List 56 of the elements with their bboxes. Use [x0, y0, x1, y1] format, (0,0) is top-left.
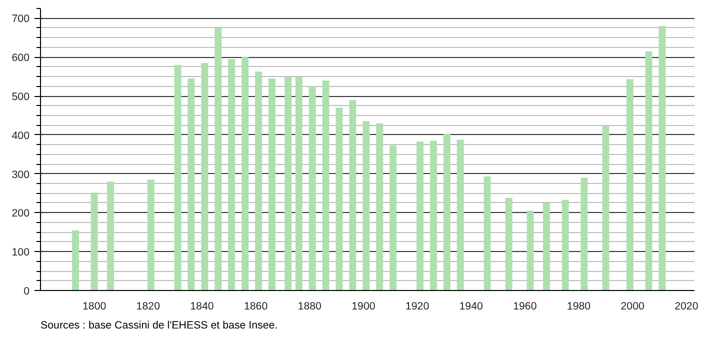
- y-tick-label: 100: [12, 246, 30, 259]
- bar: [284, 76, 292, 290]
- x-tick-label: 1820: [136, 300, 160, 312]
- bar: [308, 86, 316, 290]
- bar: [349, 100, 356, 290]
- x-tick-label: 1960: [513, 300, 537, 312]
- bar: [188, 78, 195, 290]
- x-tick-label: 1840: [190, 300, 214, 312]
- bar: [174, 64, 182, 290]
- bar: [72, 230, 79, 290]
- y-tick-label: 400: [12, 130, 30, 142]
- bar: [390, 145, 397, 290]
- bar: [416, 142, 424, 290]
- y-tick-label: 0: [24, 286, 30, 298]
- y-tick-label: 200: [12, 208, 30, 220]
- bar: [255, 72, 262, 290]
- y-tick-label: 600: [12, 52, 30, 64]
- bar: [336, 108, 343, 290]
- bar: [658, 26, 666, 290]
- bar: [626, 79, 634, 290]
- bar: [106, 182, 114, 290]
- bar: [362, 121, 370, 290]
- bar: [322, 80, 330, 290]
- x-tick-label: 1860: [244, 300, 268, 312]
- x-tick-label: 1900: [352, 300, 376, 312]
- y-tick-label: 700: [12, 13, 30, 26]
- bar: [242, 57, 249, 290]
- bar: [456, 140, 464, 290]
- y-tick-label: 300: [12, 168, 30, 181]
- bar: [542, 202, 550, 290]
- bar: [376, 123, 384, 290]
- x-tick-label: 2020: [674, 300, 698, 312]
- x-tick-label: 1880: [298, 300, 322, 312]
- bar: [505, 198, 512, 290]
- x-tick-label: 1980: [566, 300, 591, 312]
- bar: [580, 178, 588, 290]
- bar: [443, 134, 450, 290]
- x-tick-label: 1940: [459, 300, 484, 312]
- bar: [430, 140, 437, 290]
- bar: [228, 59, 236, 290]
- bar: [295, 76, 302, 290]
- bar: [562, 200, 569, 290]
- y-tick-label: 500: [12, 91, 30, 104]
- bar: [645, 51, 652, 290]
- x-tick-label: 2000: [620, 300, 645, 312]
- x-tick-label: 1800: [82, 300, 106, 312]
- bar: [268, 78, 276, 290]
- bar: [602, 125, 610, 290]
- bar: [147, 180, 154, 290]
- source-note: Sources : base Cassini de l'EHESS et base Insee.: [40, 320, 278, 332]
- bar: [526, 210, 534, 290]
- x-tick-label: 1920: [405, 300, 430, 312]
- bar: [484, 176, 491, 290]
- bar: [201, 62, 208, 290]
- bar: [90, 192, 98, 290]
- bar: [214, 28, 222, 290]
